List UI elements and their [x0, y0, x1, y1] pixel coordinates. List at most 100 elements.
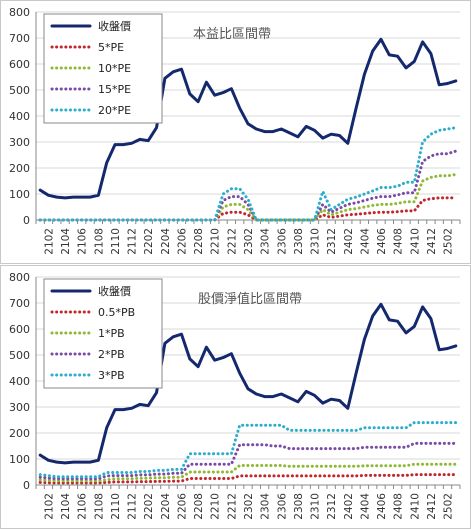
- x-tick-label: 2410: [409, 228, 421, 255]
- x-tick-label: 2112: [127, 228, 139, 255]
- x-tick-labels: 2102 2104 2106 2108 2110 2112 2202 2204 2206 2208…: [43, 228, 454, 255]
- x-tick-label: 2312: [326, 493, 338, 520]
- pe-band-chart: 0 100 200 300 400 500 600 700 800 2102 2104 2106 210…: [0, 0, 471, 264]
- y-tick-label: 0: [23, 214, 30, 227]
- y-tick-label: 400: [9, 375, 30, 388]
- legend: 收盤價 5*PE 10*PE 15*PE 20*PE: [43, 13, 163, 124]
- series-line-4: [38, 421, 458, 479]
- x-tick-label: 2210: [210, 493, 222, 520]
- x-tick-label: 2102: [43, 228, 55, 255]
- x-tick-label: 2110: [110, 493, 122, 520]
- series-line-4: [38, 126, 458, 222]
- x-tick-label: 2306: [276, 228, 288, 255]
- x-tick-label: 2404: [359, 493, 371, 520]
- y-tick-labels: 0 100 200 300 400 500 600 700 800: [9, 6, 30, 227]
- y-tick-label: 800: [9, 271, 30, 284]
- y-tick-label: 300: [9, 136, 30, 149]
- x-tick-labels: 2102 2104 2106 2108 2110 2112 2202 2204 2206 2208…: [43, 493, 454, 520]
- y-tick-label: 700: [9, 297, 30, 310]
- x-tick-label: 2104: [60, 228, 72, 255]
- x-tick-label: 2104: [60, 493, 72, 520]
- x-tick-label: 2102: [43, 493, 55, 520]
- y-tick-label: 100: [9, 453, 30, 466]
- y-tick-label: 500: [9, 84, 30, 97]
- y-tick-label: 600: [9, 323, 30, 336]
- x-tick-label: 2206: [176, 493, 188, 520]
- x-tick-label: 2212: [226, 493, 238, 520]
- x-tick-label: 2212: [226, 228, 238, 255]
- legend-box: [43, 278, 163, 389]
- x-ticks: [35, 485, 461, 489]
- legend: 收盤價 0.5*PB 1*PB 2*PB 3*PB: [43, 278, 163, 389]
- x-tick-label: 2402: [343, 228, 355, 255]
- y-tick-label: 500: [9, 349, 30, 362]
- x-tick-label: 2106: [77, 228, 89, 255]
- x-tick-label: 2112: [127, 493, 139, 520]
- x-tick-label: 2406: [376, 228, 388, 255]
- legend-box: [43, 13, 163, 124]
- legend-label: 收盤價: [98, 284, 131, 298]
- x-tick-label: 2308: [293, 493, 305, 520]
- x-tick-label: 2406: [376, 493, 388, 520]
- legend-label: 0.5*PB: [98, 306, 135, 319]
- x-tick-label: 2106: [77, 493, 89, 520]
- y-tick-label: 100: [9, 188, 30, 201]
- legend-label: 15*PE: [98, 83, 131, 96]
- legend-label: 3*PB: [98, 369, 125, 382]
- x-tick-label: 2308: [293, 228, 305, 255]
- y-tick-label: 400: [9, 110, 30, 123]
- x-tick-label: 2310: [310, 493, 322, 520]
- x-tick-label: 2502: [443, 493, 455, 520]
- y-tick-label: 700: [9, 32, 30, 45]
- x-tick-label: 2108: [93, 228, 105, 255]
- y-tick-label: 300: [9, 401, 30, 414]
- x-tick-label: 2208: [193, 228, 205, 255]
- chart-title: 本益比區間帶: [193, 27, 271, 42]
- x-tick-label: 2204: [160, 228, 172, 255]
- y-tick-label: 200: [9, 162, 30, 175]
- y-tick-label: 0: [23, 479, 30, 492]
- legend-label: 收盤價: [98, 19, 131, 33]
- x-tick-label: 2206: [176, 228, 188, 255]
- x-tick-label: 2110: [110, 228, 122, 255]
- x-tick-label: 2304: [260, 228, 272, 255]
- y-tick-label: 800: [9, 6, 30, 19]
- y-tick-label: 200: [9, 427, 30, 440]
- y-tick-label: 600: [9, 58, 30, 71]
- x-tick-label: 2208: [193, 493, 205, 520]
- x-tick-label: 2408: [393, 493, 405, 520]
- x-tick-label: 2302: [243, 493, 255, 520]
- x-tick-label: 2202: [143, 493, 155, 520]
- legend-label: 1*PB: [98, 327, 125, 340]
- x-tick-label: 2402: [343, 493, 355, 520]
- legend-label: 10*PE: [98, 62, 131, 75]
- series-line-0: [38, 302, 458, 465]
- x-tick-label: 2204: [160, 493, 172, 520]
- series-line-0: [38, 37, 458, 200]
- x-tick-label: 2202: [143, 228, 155, 255]
- x-tick-label: 2310: [310, 228, 322, 255]
- x-tick-label: 2108: [93, 493, 105, 520]
- y-tick-labels: 0 100 200 300 400 500 600 700 800: [9, 271, 30, 492]
- x-tick-label: 2304: [260, 493, 272, 520]
- x-tick-label: 2302: [243, 228, 255, 255]
- x-tick-label: 2404: [359, 228, 371, 255]
- x-tick-label: 2312: [326, 228, 338, 255]
- x-tick-label: 2408: [393, 228, 405, 255]
- x-tick-label: 2306: [276, 493, 288, 520]
- chart-title: 股價淨值比區間帶: [198, 291, 302, 307]
- legend-label: 2*PB: [98, 348, 125, 361]
- series-line-3: [38, 441, 458, 481]
- x-tick-label: 2410: [409, 493, 421, 520]
- pb-band-chart: 0 100 200 300 400 500 600 700 800 2102 2104 2106 210…: [0, 265, 471, 530]
- legend-label: 5*PE: [98, 41, 124, 54]
- series-line-1: [38, 473, 458, 485]
- x-tick-label: 2412: [426, 493, 438, 520]
- x-tick-label: 2210: [210, 228, 222, 255]
- legend-label: 20*PE: [98, 104, 131, 117]
- series-line-2: [38, 462, 458, 483]
- x-tick-label: 2412: [426, 228, 438, 255]
- x-tick-label: 2502: [443, 228, 455, 255]
